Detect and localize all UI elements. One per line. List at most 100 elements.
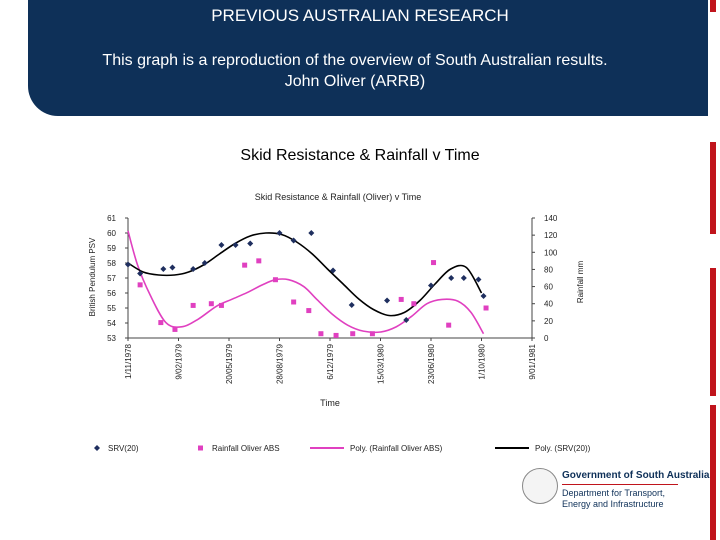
page-title: PREVIOUS AUSTRALIAN RESEARCH xyxy=(211,6,509,25)
x-tick-label: 1/11/1978 xyxy=(124,343,133,379)
x-tick-label: 6/12/1979 xyxy=(326,343,335,379)
x-tick-label: 28/08/1979 xyxy=(276,343,285,384)
legend-swatch xyxy=(94,445,100,451)
srv-point xyxy=(137,270,144,277)
red-accent-bar xyxy=(710,0,716,12)
y2-axis-label: Rainfall mm xyxy=(576,261,585,304)
y-tick-label: 54 xyxy=(107,319,116,328)
srv-point xyxy=(448,275,455,281)
red-accent-bar xyxy=(710,405,716,540)
logo-name: Government of South Australia xyxy=(562,470,710,481)
srv-point xyxy=(160,266,167,272)
y-tick-label: 61 xyxy=(107,214,116,223)
srv-point xyxy=(348,302,355,308)
y-tick-label: 58 xyxy=(107,259,116,268)
rainfall-point xyxy=(446,322,452,328)
rainfall-point xyxy=(256,258,262,264)
rainfall-point xyxy=(172,326,178,332)
rainfall-point xyxy=(333,332,339,338)
legend-label: Poly. (Rainfall Oliver ABS) xyxy=(350,444,443,453)
rainfall-point xyxy=(398,296,404,302)
x-tick-label: 9/01/1981 xyxy=(528,343,537,379)
srv-point xyxy=(330,267,337,274)
chart-title: Skid Resistance & Rainfall (Oliver) v Ti… xyxy=(255,192,422,202)
srv-point xyxy=(218,242,225,248)
rainfall-point xyxy=(242,262,248,268)
y-tick-label: 60 xyxy=(107,229,116,238)
header-banner xyxy=(28,0,702,116)
chart-axes xyxy=(127,218,533,339)
srv-point xyxy=(428,282,434,289)
y2-tick-label: 100 xyxy=(544,248,558,257)
y2-tick-label: 40 xyxy=(544,300,553,309)
srv-point xyxy=(247,240,254,247)
rainfall-point xyxy=(158,320,164,326)
header-side-stripe xyxy=(702,0,708,116)
x-tick-label: 15/03/1980 xyxy=(377,343,386,384)
rainfall-point xyxy=(208,301,214,307)
tick-labels: 61 60 59 58 57 56 55 54 53 140 120 100 80 60 40 20 0 1/11… xyxy=(107,214,558,384)
series-lines xyxy=(127,230,485,335)
rainfall-point xyxy=(483,305,489,311)
rainfall-point xyxy=(272,277,278,283)
rainfall-point xyxy=(369,331,375,337)
srv-point xyxy=(480,293,487,299)
subtitle-line: This graph is a reproduction of the over… xyxy=(102,52,608,69)
srv-point xyxy=(384,297,391,304)
x-tick-label: 20/05/1979 xyxy=(225,343,234,384)
legend-label: SRV(20) xyxy=(108,444,139,453)
srv-point xyxy=(169,264,176,271)
y-tick-label: 53 xyxy=(107,334,116,343)
srv-point xyxy=(290,237,297,244)
legend-swatch xyxy=(198,445,203,451)
logo-divider xyxy=(562,484,678,485)
rainfall-point xyxy=(218,302,224,308)
page-subtitle: This graph is a reproduction of the over… xyxy=(30,50,680,92)
x-axis-label: Time xyxy=(320,398,340,408)
series-line xyxy=(127,232,483,317)
red-accent-bar xyxy=(710,268,716,396)
srv-point xyxy=(460,275,467,281)
x-tick-label: 1/10/1980 xyxy=(478,343,487,379)
rainfall-point xyxy=(431,260,437,266)
series-points xyxy=(125,230,489,338)
y2-tick-label: 20 xyxy=(544,317,553,326)
y2-tick-label: 0 xyxy=(544,334,549,343)
subtitle-line: John Oliver (ARRB) xyxy=(284,73,426,90)
rainfall-point xyxy=(291,299,297,305)
srv-point xyxy=(403,317,410,323)
srv-point xyxy=(308,230,315,236)
slide-title: Skid Resistance & Rainfall v Time xyxy=(240,147,480,164)
y2-tick-label: 60 xyxy=(544,283,553,292)
rainfall-point xyxy=(137,282,143,288)
rainfall-point xyxy=(350,331,356,337)
srv-point xyxy=(190,266,197,272)
srv-point xyxy=(201,260,208,266)
y-tick-label: 59 xyxy=(107,244,116,253)
y-axis-label: British Pendulum PSV xyxy=(88,237,97,316)
y2-tick-label: 120 xyxy=(544,231,558,240)
x-tick-label: 9/02/1979 xyxy=(175,343,184,379)
rainfall-point xyxy=(306,308,312,314)
y-tick-label: 56 xyxy=(107,289,116,298)
srv-point xyxy=(232,242,239,248)
srv-point xyxy=(276,230,283,236)
x-tick-label: 23/06/1980 xyxy=(427,343,436,384)
series-line xyxy=(127,230,485,335)
y2-tick-label: 140 xyxy=(544,214,558,223)
government-crest-icon xyxy=(522,468,558,504)
y-tick-label: 57 xyxy=(107,274,116,283)
legend-label: Poly. (SRV(20)) xyxy=(535,444,591,453)
rainfall-point xyxy=(190,302,196,308)
rainfall-point xyxy=(411,301,417,307)
logo-department: Department for Transport, Energy and Inf… xyxy=(562,488,666,509)
srv-point xyxy=(475,276,482,283)
y2-tick-label: 80 xyxy=(544,265,553,274)
legend-label: Rainfall Oliver ABS xyxy=(212,444,280,453)
rainfall-point xyxy=(318,331,324,337)
chart-legend: SRV(20) Rainfall Oliver ABS Poly. (Rainfal… xyxy=(94,444,591,453)
y-tick-label: 55 xyxy=(107,304,116,313)
red-accent-bar xyxy=(710,142,716,234)
srv-point xyxy=(125,261,131,268)
